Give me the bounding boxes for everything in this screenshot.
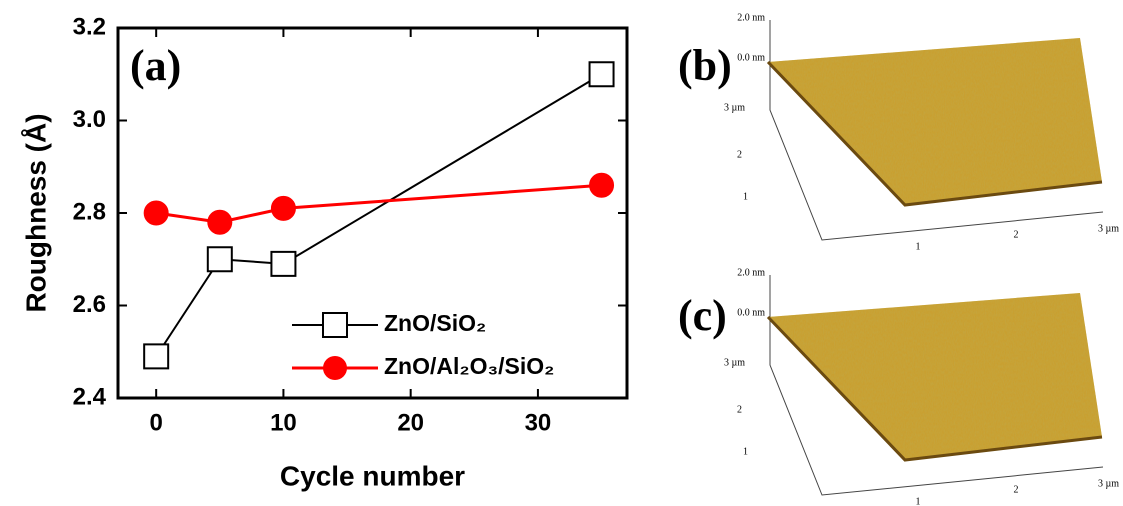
x-axis-label: 2: [1014, 229, 1019, 240]
afm-surface: [768, 38, 1102, 205]
panel-label: (c): [678, 291, 727, 340]
x-axis-label: 1: [916, 241, 921, 252]
y-tick-label: 2.6: [73, 291, 106, 318]
y-tick-label: 2.4: [73, 383, 107, 410]
data-point: [590, 62, 614, 86]
legend-marker: [323, 356, 347, 380]
panel-label: (a): [130, 41, 181, 90]
afm-panels: (b) 2.0 nm 0.0 nm 3 µm 2 1 1 2 3 µm (c) 2.0 nm 0.0 …: [678, 12, 1119, 506]
y-axis-label: 2: [737, 149, 742, 160]
x-tick-label: 30: [525, 409, 552, 436]
y-axis-label: 1: [743, 446, 748, 457]
z-axis-label: 2.0 nm: [737, 267, 765, 278]
data-point: [208, 247, 232, 271]
data-point: [144, 201, 168, 225]
legend-marker: [323, 313, 347, 337]
data-point: [208, 210, 232, 234]
y-axis-label: 3 µm: [724, 357, 745, 368]
plot-frame: [118, 28, 627, 398]
z-axis-label: 2.0 nm: [737, 12, 765, 23]
x-axis-label: 1: [916, 496, 921, 506]
afm-surface: [768, 293, 1102, 460]
z-axis-label: 0.0 nm: [737, 52, 765, 63]
y-tick-label: 3.0: [73, 106, 106, 133]
data-point: [144, 344, 168, 368]
x-axis-label: 3 µm: [1098, 223, 1119, 234]
x-axis-title: Cycle number: [280, 460, 465, 491]
x-tick-label: 20: [397, 409, 424, 436]
data-point: [271, 196, 295, 220]
line-chart: 2.4 2.6 2.8 3.0 3.2 0 10 20 30 Cycle number Roughn…: [20, 13, 627, 491]
y-axis-label: 3 µm: [724, 102, 745, 113]
x-tick-label: 10: [270, 409, 297, 436]
x-axis-label: 3 µm: [1098, 478, 1119, 489]
legend-label: ZnO/SiO₂: [384, 310, 486, 336]
z-axis-label: 0.0 nm: [737, 307, 765, 318]
x-axis-label: 2: [1014, 484, 1019, 495]
x-tick-label: 0: [149, 409, 162, 436]
panel-label: (b): [678, 41, 732, 90]
figure: 2.4 2.6 2.8 3.0 3.2 0 10 20 30 Cycle number Roughn…: [0, 0, 1123, 506]
legend-label: ZnO/Al₂O₃/SiO₂: [384, 353, 554, 379]
y-tick-label: 3.2: [73, 13, 106, 40]
y-axis-label: 2: [737, 404, 742, 415]
y-axis-title: Roughness (Å): [20, 113, 51, 312]
y-tick-label: 2.8: [73, 198, 106, 225]
data-point: [590, 173, 614, 197]
page: 2.4 2.6 2.8 3.0 3.2 0 10 20 30 Cycle number Roughn…: [0, 0, 1123, 506]
data-point: [271, 252, 295, 276]
y-axis-label: 1: [743, 191, 748, 202]
